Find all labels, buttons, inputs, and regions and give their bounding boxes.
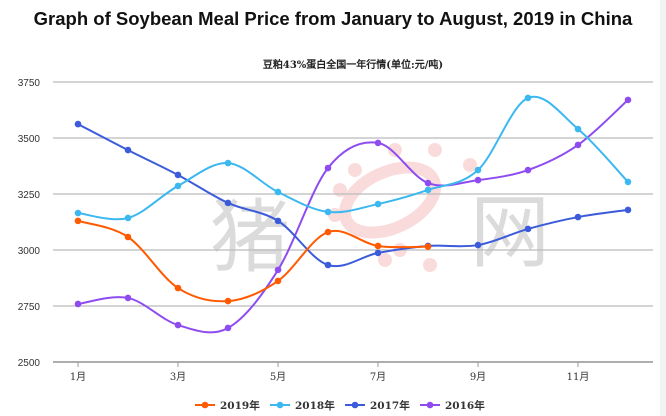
data-point: [374, 242, 382, 250]
data-point: [224, 297, 232, 305]
data-point: [224, 324, 232, 332]
data-point: [424, 243, 432, 250]
data-point: [474, 176, 482, 184]
legend-item[interactable]: 2019年: [195, 399, 260, 412]
data-point: [624, 178, 632, 186]
data-point: [524, 166, 532, 174]
legend-item[interactable]: 2018年: [270, 399, 335, 412]
data-point: [624, 206, 632, 214]
x-tick-label: 3月: [170, 371, 186, 383]
legend-label: 2017年: [370, 399, 410, 412]
data-point: [274, 266, 282, 274]
series-2019年: [74, 217, 432, 305]
data-point: [74, 120, 82, 128]
data-point: [574, 125, 582, 133]
data-point: [124, 146, 132, 154]
legend-item[interactable]: 2017年: [345, 399, 410, 412]
svg-text:网: 网: [470, 186, 550, 279]
data-point: [174, 321, 182, 329]
data-point: [324, 208, 332, 216]
data-point: [274, 188, 282, 196]
x-tick-label: 11月: [567, 371, 590, 383]
data-point: [474, 166, 482, 174]
data-point: [324, 261, 332, 269]
x-tick-label: 5月: [270, 371, 286, 383]
data-point: [224, 199, 232, 207]
y-tick-label: 2500: [18, 358, 41, 369]
data-point: [624, 96, 632, 104]
data-point: [424, 186, 432, 194]
data-point: [174, 284, 182, 292]
data-point: [374, 249, 382, 257]
series-2018年: [74, 94, 632, 222]
data-point: [324, 228, 332, 236]
y-tick-label: 3500: [18, 134, 41, 145]
x-tick-label: 9月: [470, 371, 486, 383]
series-2016年: [74, 96, 632, 334]
series-line: [77, 219, 429, 303]
page-title: Graph of Soybean Meal Price from January…: [33, 8, 633, 29]
data-point: [124, 233, 132, 241]
scrollbar-edge: [660, 0, 666, 416]
data-point: [74, 300, 82, 308]
data-point: [474, 241, 482, 249]
chart-title: 豆粕43%蛋白全国一年行情(单位:元/吨): [262, 60, 444, 71]
data-point: [574, 141, 582, 149]
data-point: [374, 200, 382, 208]
y-tick-label: 3000: [18, 246, 41, 257]
data-point: [424, 179, 432, 187]
data-point: [74, 217, 82, 225]
y-tick-label: 3750: [18, 78, 41, 89]
data-point: [174, 182, 182, 190]
data-point: [74, 209, 82, 217]
y-tick-label: 2750: [18, 302, 41, 313]
data-point: [524, 94, 532, 102]
data-point: [574, 213, 582, 221]
data-point: [524, 225, 532, 233]
x-tick-label: 7月: [370, 371, 386, 383]
x-tick-label: 1月: [70, 371, 86, 383]
data-point: [374, 139, 382, 147]
data-point: [124, 294, 132, 302]
legend-item[interactable]: 2016年: [420, 399, 485, 412]
data-point: [224, 159, 232, 167]
data-point: [174, 171, 182, 179]
y-tick-label: 3250: [18, 190, 41, 201]
data-point: [324, 164, 332, 172]
legend-label: 2019年: [220, 399, 260, 412]
legend-label: 2018年: [295, 399, 335, 412]
data-point: [124, 214, 132, 222]
data-point: [274, 277, 282, 285]
legend-label: 2016年: [445, 399, 485, 412]
data-point: [274, 217, 282, 225]
